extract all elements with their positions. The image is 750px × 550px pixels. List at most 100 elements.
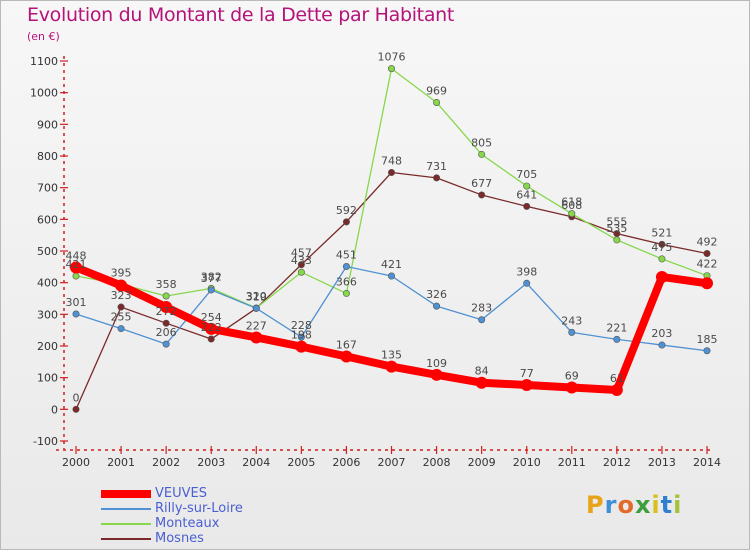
- data-point: [115, 279, 128, 292]
- data-point: [72, 310, 80, 318]
- data-label: 167: [336, 338, 357, 351]
- y-tick-label: -100: [33, 435, 58, 448]
- data-point: [385, 360, 398, 373]
- data-point: [433, 174, 441, 182]
- data-label: 366: [336, 275, 357, 288]
- data-label: 422: [697, 258, 718, 271]
- data-point: [162, 340, 170, 348]
- data-label: 203: [651, 327, 672, 340]
- data-label: 323: [111, 289, 132, 302]
- data-point: [207, 286, 215, 294]
- data-label: 254: [201, 311, 222, 324]
- data-point: [703, 347, 711, 355]
- data-point: [162, 319, 170, 327]
- data-point: [342, 263, 350, 271]
- data-point: [297, 261, 305, 269]
- data-label: 705: [516, 168, 537, 181]
- data-label: 395: [111, 266, 132, 279]
- data-label: 641: [516, 188, 537, 201]
- y-tick-label: 300: [37, 308, 58, 321]
- data-point: [568, 210, 576, 218]
- data-label: 1076: [378, 51, 406, 64]
- legend-item-rilly-sur-loire[interactable]: Rilly-sur-Loire: [101, 502, 401, 517]
- data-label: 592: [336, 204, 357, 217]
- y-tick-label: 400: [37, 277, 58, 290]
- data-label: 677: [471, 177, 492, 190]
- legend-item-monteaux[interactable]: Monteaux: [101, 517, 401, 532]
- data-point: [523, 279, 531, 287]
- x-tick-label: 2014: [693, 456, 721, 469]
- legend-swatch-rilly-sur-loire: [101, 508, 151, 510]
- data-label: 301: [66, 296, 87, 309]
- data-point: [207, 335, 215, 343]
- data-label: 206: [156, 326, 177, 339]
- data-label: 457: [291, 247, 312, 260]
- data-point: [387, 168, 395, 176]
- data-point: [658, 341, 666, 349]
- legend-label-mosnes: Mosnes: [155, 531, 204, 546]
- data-point: [475, 376, 488, 389]
- legend-swatch-monteaux: [101, 523, 151, 525]
- data-point: [387, 272, 395, 280]
- data-point: [655, 270, 668, 283]
- legend-item-mosnes[interactable]: Mosnes: [101, 532, 401, 547]
- data-point: [72, 272, 80, 280]
- data-point: [250, 331, 263, 344]
- legend-label-monteaux: Monteaux: [155, 516, 220, 531]
- data-point: [523, 182, 531, 190]
- data-label: 272: [156, 305, 177, 318]
- data-label: 84: [475, 365, 489, 378]
- legend-label-rilly-sur-loire: Rilly-sur-Loire: [155, 501, 243, 516]
- data-point: [117, 303, 125, 311]
- data-label: 475: [651, 241, 672, 254]
- legend-item-veuves[interactable]: VEUVES: [101, 487, 401, 502]
- proxiti-logo: Proxiti: [586, 491, 683, 519]
- data-label: 319: [246, 290, 267, 303]
- data-point: [703, 250, 711, 258]
- x-tick-label: 2000: [62, 456, 90, 469]
- y-tick-label: 600: [37, 213, 58, 226]
- data-label: 433: [291, 254, 312, 267]
- data-point: [342, 218, 350, 226]
- data-label: 421: [66, 258, 87, 271]
- unit-label: (en €): [27, 30, 60, 43]
- data-label: 320: [246, 290, 267, 303]
- data-point: [658, 240, 666, 248]
- data-label: 198: [291, 329, 312, 342]
- data-label: 255: [111, 311, 132, 324]
- data-label: 451: [336, 249, 357, 262]
- data-label: 555: [606, 216, 627, 229]
- x-tick-label: 2002: [152, 456, 180, 469]
- data-label: 326: [426, 288, 447, 301]
- data-label: 731: [426, 160, 447, 173]
- data-point: [340, 350, 353, 363]
- x-tick-label: 2010: [513, 456, 541, 469]
- x-tick-label: 2013: [648, 456, 676, 469]
- x-tick-label: 2012: [603, 456, 631, 469]
- data-point: [342, 289, 350, 297]
- data-point: [433, 98, 441, 106]
- y-tick-label: 0: [51, 403, 58, 416]
- data-label: 382: [201, 270, 222, 283]
- data-label: 109: [426, 357, 447, 370]
- data-label: 377: [201, 272, 222, 285]
- y-tick-label: 800: [37, 150, 58, 163]
- data-point: [613, 236, 621, 244]
- data-point: [160, 301, 173, 314]
- y-tick-label: 100: [37, 372, 58, 385]
- legend-label-veuves: VEUVES: [155, 486, 207, 501]
- data-point: [613, 335, 621, 343]
- data-label: 969: [426, 84, 447, 97]
- data-point: [478, 150, 486, 158]
- data-point: [72, 405, 80, 413]
- y-tick-label: 700: [37, 182, 58, 195]
- legend-swatch-mosnes: [101, 538, 151, 540]
- data-point: [252, 304, 260, 312]
- data-label: 535: [606, 222, 627, 235]
- legend-swatch-veuves: [101, 490, 151, 498]
- series-line-monteaux: [75, 67, 708, 309]
- data-point: [565, 381, 578, 394]
- data-label: 398: [516, 265, 537, 278]
